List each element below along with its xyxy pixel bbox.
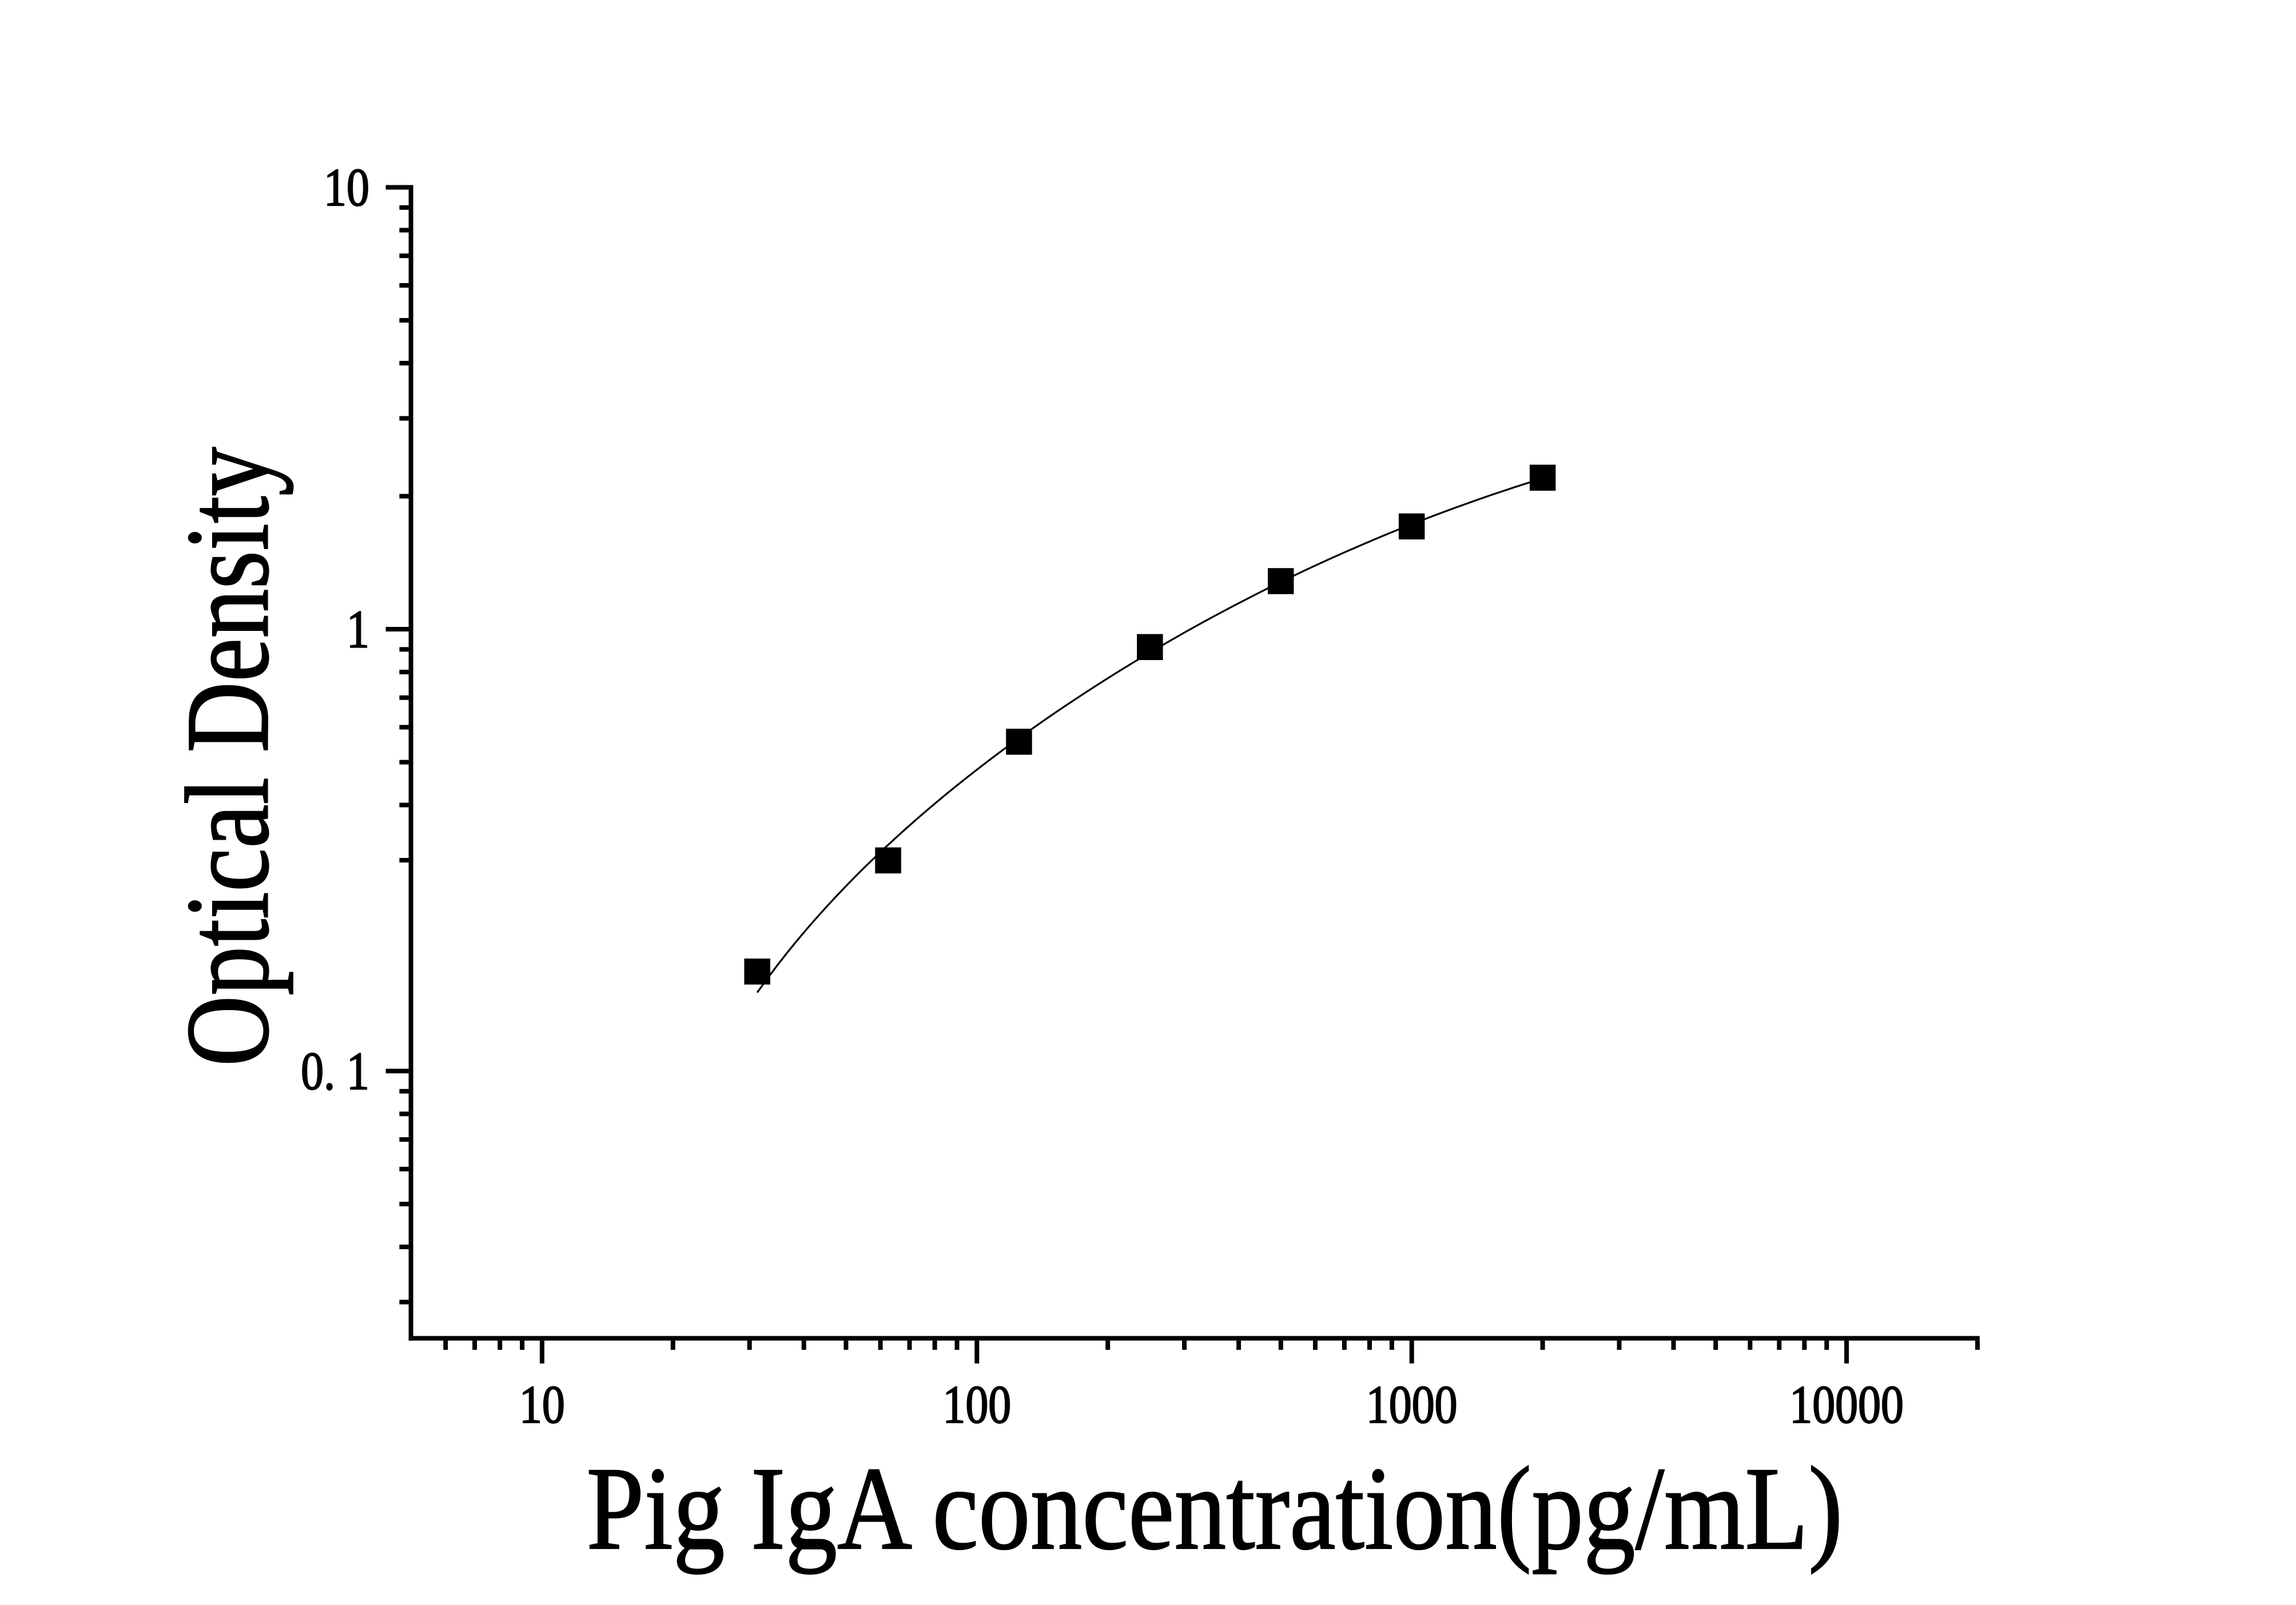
svg-text:Optical Density: Optical Density (162, 447, 293, 1066)
svg-text:100: 100 (942, 1374, 1011, 1435)
svg-text:0. 1: 0. 1 (301, 1041, 369, 1101)
svg-text:Pig IgA concentration(pg/mL): Pig IgA concentration(pg/mL) (586, 1443, 1843, 1575)
svg-text:10000: 10000 (1789, 1374, 1904, 1435)
svg-text:1: 1 (347, 599, 369, 660)
svg-text:10: 10 (519, 1374, 565, 1435)
svg-text:10: 10 (324, 157, 369, 217)
svg-text:1000: 1000 (1366, 1374, 1458, 1435)
